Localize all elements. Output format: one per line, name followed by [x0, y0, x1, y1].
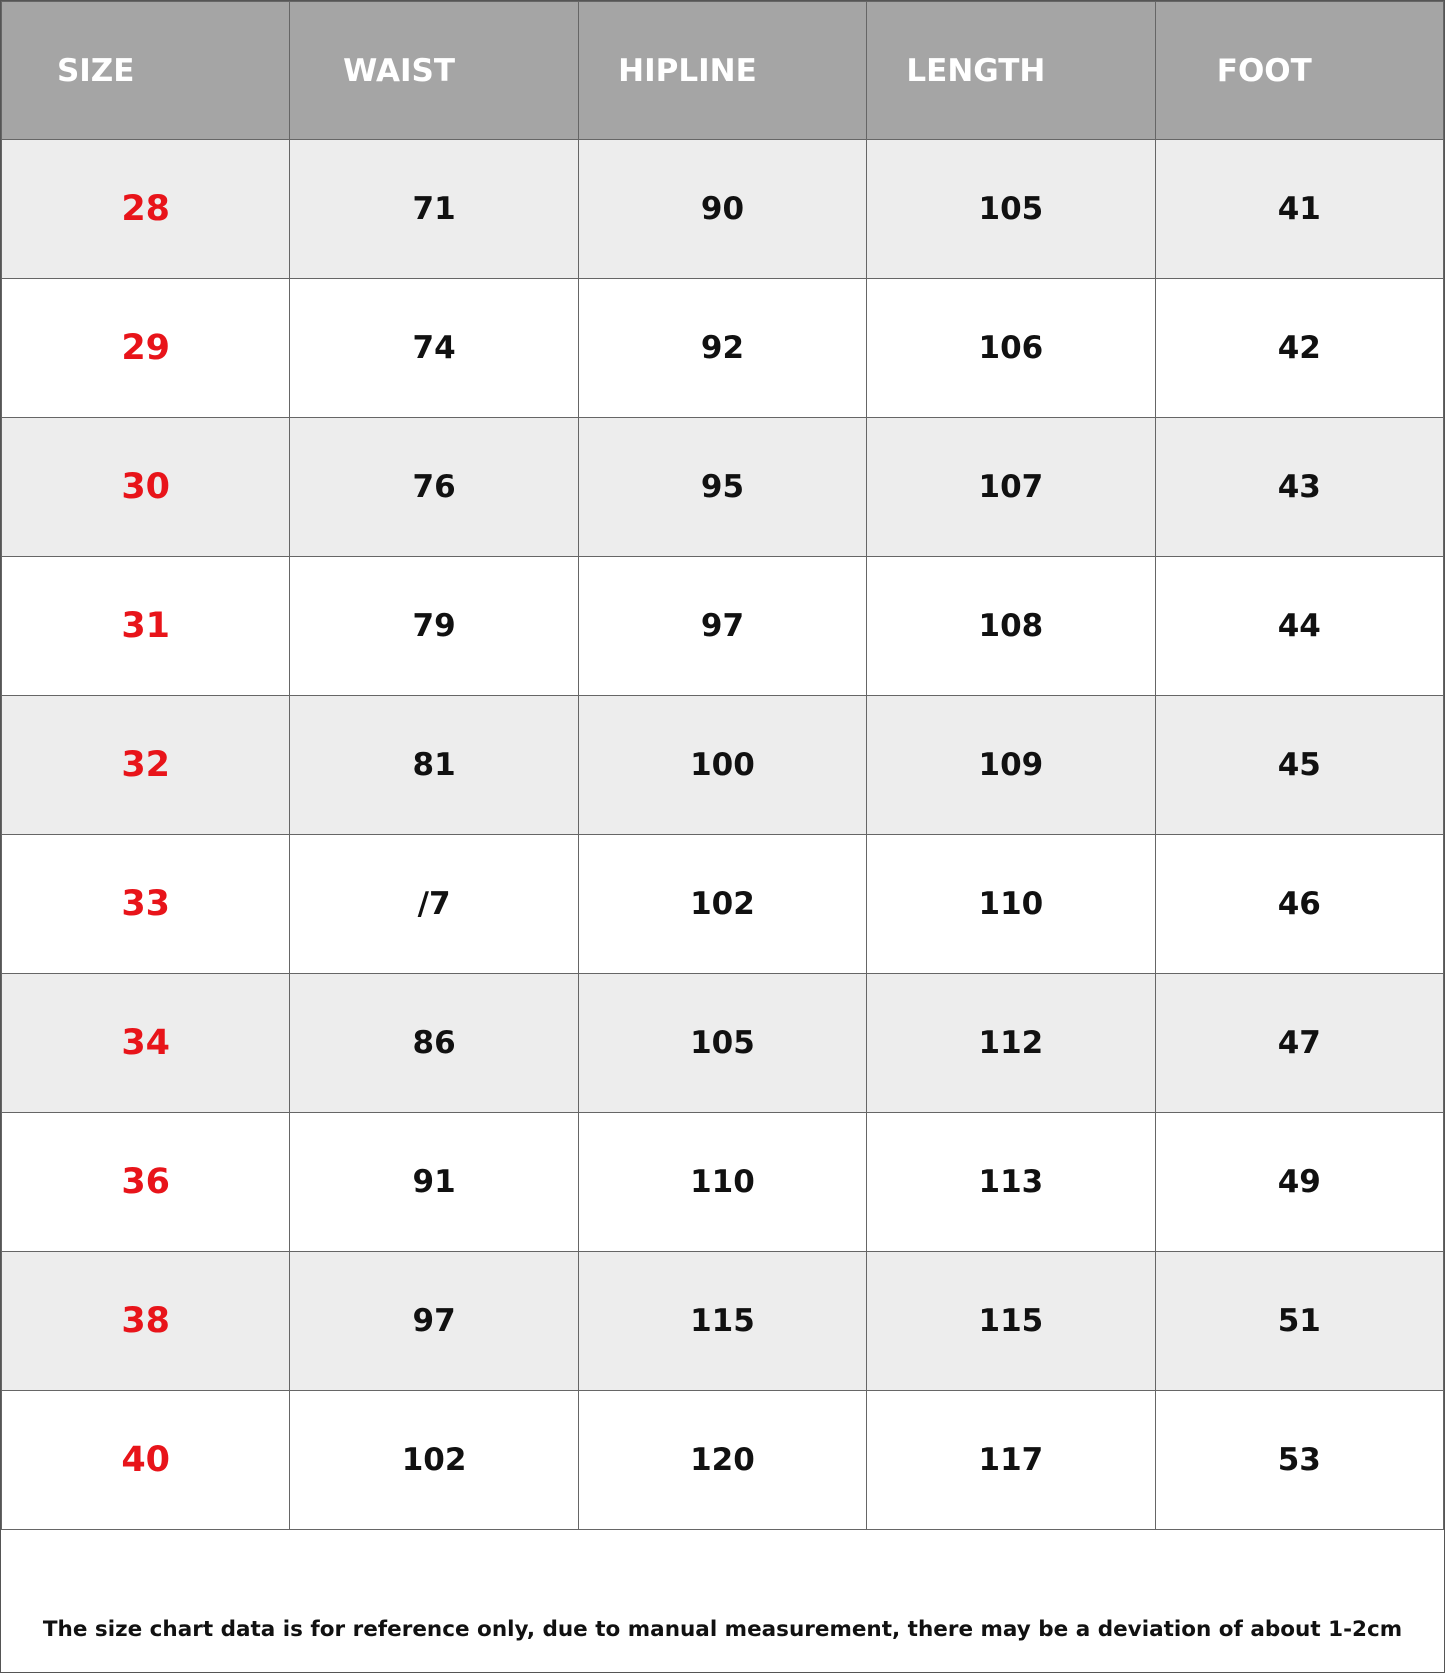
table-row: 38 97 115 115 51 — [0, 1251, 1445, 1391]
cell-size: 28 — [0, 139, 291, 279]
cell-hipline: 102 — [577, 834, 868, 974]
cell-hipline: 95 — [577, 417, 868, 557]
cell-size: 32 — [0, 695, 291, 835]
cell-waist: 79 — [289, 556, 579, 696]
cell-hipline: 115 — [577, 1251, 868, 1391]
cell-foot: 44 — [1154, 556, 1445, 696]
cell-waist: 74 — [289, 278, 579, 418]
header-size: SIZE — [0, 1, 291, 140]
cell-foot: 47 — [1154, 973, 1445, 1113]
cell-hipline: 120 — [577, 1390, 868, 1530]
cell-hipline: 110 — [577, 1112, 868, 1252]
cell-waist: 97 — [289, 1251, 579, 1391]
cell-hipline: 97 — [577, 556, 868, 696]
footer-note: The size chart data is for reference onl… — [42, 1617, 1403, 1642]
cell-foot: 41 — [1154, 139, 1445, 279]
table-row: 40 102 120 117 53 — [0, 1390, 1445, 1530]
cell-length: 113 — [866, 1112, 1156, 1252]
cell-foot: 46 — [1154, 834, 1445, 974]
cell-waist: 86 — [289, 973, 579, 1113]
cell-length: 105 — [866, 139, 1156, 279]
cell-foot: 42 — [1154, 278, 1445, 418]
cell-size: 38 — [0, 1251, 291, 1391]
size-table: SIZE WAIST HIPLINE LENGTH FOOT 28 71 90 105… — [0, 1, 1445, 1530]
cell-size: 36 — [0, 1112, 291, 1252]
cell-waist: 76 — [289, 417, 579, 557]
cell-foot: 43 — [1154, 417, 1445, 557]
cell-hipline: 105 — [577, 973, 868, 1113]
table-row: 29 74 92 106 42 — [0, 278, 1445, 418]
cell-hipline: 90 — [577, 139, 868, 279]
table-row: 32 81 100 109 45 — [0, 695, 1445, 835]
cell-size: 34 — [0, 973, 291, 1113]
table-row: 28 71 90 105 41 — [0, 139, 1445, 279]
table-row: 30 76 95 107 43 — [0, 417, 1445, 557]
cell-length: 108 — [866, 556, 1156, 696]
cell-size: 40 — [0, 1390, 291, 1530]
cell-hipline: 100 — [577, 695, 868, 835]
cell-size: 33 — [0, 834, 291, 974]
cell-foot: 53 — [1154, 1390, 1445, 1530]
cell-foot: 51 — [1154, 1251, 1445, 1391]
cell-length: 107 — [866, 417, 1156, 557]
cell-length: 109 — [866, 695, 1156, 835]
cell-length: 117 — [866, 1390, 1156, 1530]
cell-foot: 49 — [1154, 1112, 1445, 1252]
cell-length: 115 — [866, 1251, 1156, 1391]
cell-size: 29 — [0, 278, 291, 418]
cell-length: 110 — [866, 834, 1156, 974]
cell-waist: 102 — [289, 1390, 579, 1530]
header-row: SIZE WAIST HIPLINE LENGTH FOOT — [0, 1, 1445, 140]
cell-size: 30 — [0, 417, 291, 557]
table-row: 36 91 110 113 49 — [0, 1112, 1445, 1252]
cell-waist: 91 — [289, 1112, 579, 1252]
table-row: 33/7 102 110 46 — [0, 834, 1445, 974]
cell-length: 106 — [866, 278, 1156, 418]
cell-hipline: 92 — [577, 278, 868, 418]
header-length: LENGTH — [866, 1, 1156, 140]
cell-waist: /7 — [289, 834, 579, 974]
header-waist: WAIST — [289, 1, 579, 140]
cell-foot: 45 — [1154, 695, 1445, 835]
cell-waist: 71 — [289, 139, 579, 279]
table-row: 31 79 97 108 44 — [0, 556, 1445, 696]
cell-waist: 81 — [289, 695, 579, 835]
table-row: 34 86 105 112 47 — [0, 973, 1445, 1113]
cell-size: 31 — [0, 556, 291, 696]
header-foot: FOOT — [1154, 1, 1445, 140]
header-hipline: HIPLINE — [577, 1, 868, 140]
cell-length: 112 — [866, 973, 1156, 1113]
